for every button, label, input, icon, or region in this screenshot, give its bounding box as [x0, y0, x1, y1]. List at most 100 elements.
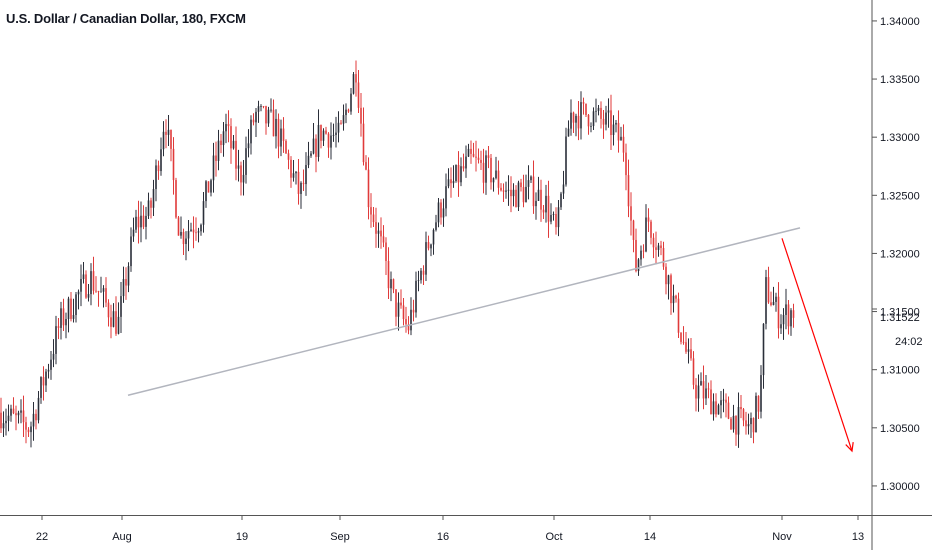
time-tick-label: Nov: [772, 531, 792, 543]
candle-body: [520, 182, 522, 188]
candle-body: [220, 140, 222, 146]
candle-body: [565, 136, 567, 185]
candle-body: [257, 106, 260, 112]
candle-body: [245, 148, 247, 175]
candle-body: [325, 130, 327, 134]
candle-body: [632, 220, 635, 240]
candle-body: [555, 214, 557, 228]
price-axis[interactable]: 1.30000 1.30500 1.31000 1.31500 1.32000 1.325…: [872, 16, 920, 493]
candle-body: [472, 153, 475, 157]
candle-body: [272, 109, 275, 137]
candle-body: [492, 178, 495, 183]
candle-body: [132, 229, 135, 237]
candle-body: [242, 174, 245, 183]
candle-body: [137, 216, 140, 228]
time-axis[interactable]: 22 Aug 19 Sep 16 Oct 14 Nov 13: [36, 515, 864, 543]
last-price-tag: 1.31522 24:02: [880, 312, 923, 348]
candle-body: [435, 222, 437, 230]
candle-body: [747, 424, 750, 427]
candle-body: [165, 131, 167, 135]
candle-body: [150, 200, 152, 208]
candle-body: [105, 288, 107, 303]
candle-body: [657, 245, 660, 250]
candle-body: [792, 310, 795, 318]
candle-body: [560, 193, 562, 208]
candle-body: [110, 317, 112, 327]
candle-body: [627, 175, 630, 207]
candle-body: [607, 110, 610, 113]
candle-body: [52, 353, 55, 360]
candle-body: [610, 110, 612, 135]
price-tick-label: 1.31500: [880, 307, 920, 319]
candle-body: [22, 410, 25, 423]
candle-body: [482, 162, 485, 183]
time-tick-label: 22: [36, 531, 48, 543]
candle-body: [170, 129, 172, 149]
candle-body: [757, 395, 760, 412]
candle-body: [350, 93, 352, 112]
candle-body: [390, 279, 392, 289]
candle-body: [447, 179, 450, 187]
candle-body: [45, 371, 47, 386]
candle-body: [575, 115, 577, 123]
candle-body: [310, 153, 312, 156]
candle-body: [62, 308, 65, 326]
candle-body: [647, 217, 650, 222]
candle-body: [432, 229, 435, 245]
candle-body: [255, 111, 257, 123]
candle-body: [142, 215, 145, 227]
candle-body: [717, 405, 720, 415]
time-tick-label: 19: [236, 531, 248, 543]
candle-body: [282, 128, 285, 141]
candle-body: [385, 242, 387, 261]
candle-body: [102, 288, 105, 292]
candle-body: [222, 131, 225, 146]
candle-body: [785, 304, 787, 315]
candle-body: [602, 118, 605, 125]
candle-body: [670, 275, 672, 304]
candle-body: [37, 397, 40, 421]
candle-body: [750, 418, 752, 425]
arrow-head: [845, 442, 854, 453]
trendline[interactable]: [127, 227, 801, 396]
candle-body: [97, 290, 100, 292]
candle-body: [290, 159, 292, 178]
candle-body: [30, 426, 32, 433]
candle-body: [790, 310, 792, 327]
chart-title: U.S. Dollar / Canadian Dollar, 180, FXCM: [6, 11, 246, 26]
price-tick-label: 1.30000: [880, 481, 920, 493]
candle-body: [117, 316, 120, 334]
candle-body: [467, 148, 470, 157]
candle-body: [595, 110, 597, 112]
candle-body: [690, 349, 692, 359]
candle-body: [275, 118, 277, 137]
candle-body: [420, 270, 422, 281]
candle-body: [765, 277, 767, 324]
candle-body: [75, 294, 77, 316]
candle-body: [620, 136, 622, 141]
candle-body: [692, 358, 695, 385]
candle-body: [417, 280, 420, 281]
candle-body: [160, 149, 162, 172]
candle-body: [440, 202, 442, 218]
candle-body: [287, 153, 290, 160]
candle-body: [87, 294, 90, 298]
candle-body: [315, 138, 317, 157]
candle-body: [190, 229, 192, 231]
candle-body: [487, 155, 490, 158]
time-tick-label: Aug: [112, 531, 132, 543]
time-tick-label: 14: [644, 531, 656, 543]
candle-body: [65, 319, 67, 326]
candle-body: [120, 296, 122, 317]
candle-body: [180, 231, 182, 236]
price-tick-label: 1.33500: [880, 74, 920, 86]
candle-body: [202, 201, 205, 225]
candle-body: [650, 221, 652, 238]
candle-body: [337, 122, 340, 133]
candle-body: [722, 399, 725, 401]
arrow-line[interactable]: [781, 238, 853, 452]
candle-body: [322, 130, 325, 141]
candle-body: [35, 413, 37, 421]
